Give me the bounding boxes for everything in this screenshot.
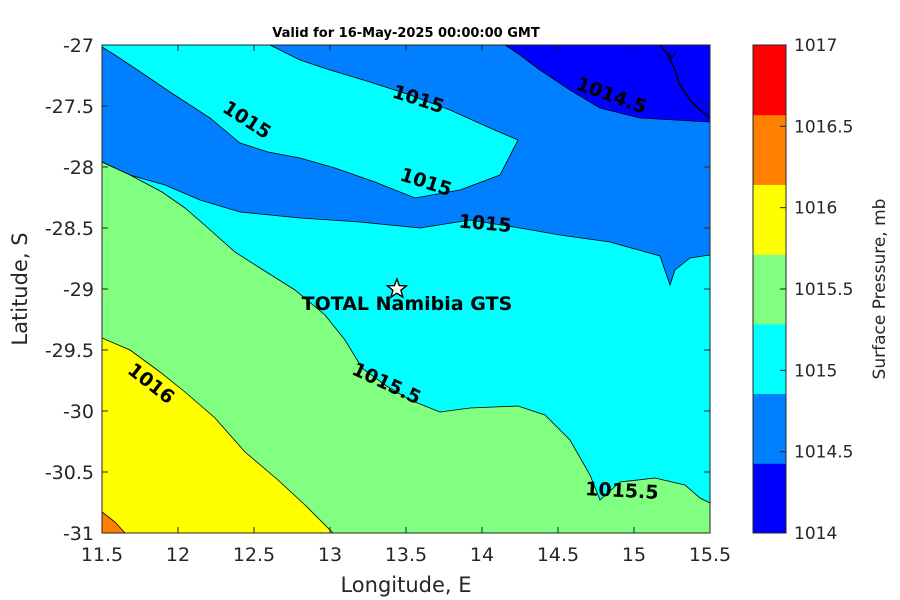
colorbar-tick-label: 1016 (794, 199, 837, 219)
contour-label: 1015.5 (585, 478, 659, 504)
coastline-islet (667, 51, 677, 59)
x-axis-label: Longitude, E (340, 573, 471, 597)
y-axis-label: Latitude, S (8, 232, 32, 345)
y-tick-label: -30 (63, 401, 94, 423)
x-tick-label: 12 (166, 544, 190, 566)
region-1016 (102, 337, 334, 533)
colorbar-band (753, 323, 786, 395)
region-1015-5 (102, 161, 710, 533)
colorbar-tick-label: 1017 (794, 36, 837, 56)
station-label: TOTAL Namibia GTS (302, 293, 513, 315)
y-tick-label: -29 (63, 279, 94, 301)
colorbar-band (753, 184, 786, 255)
colorbar-tick-label: 1014 (794, 524, 837, 544)
x-tick-label: 14.5 (537, 544, 579, 566)
y-tick-label: -31 (63, 523, 94, 545)
region-1016-5 (102, 511, 126, 533)
colorbar-ticks: 1014 1014.5 1015 1015.5 1016 1016.5 1017 (780, 36, 853, 544)
colorbar (753, 45, 786, 534)
colorbar-tick-label: 1015 (794, 361, 837, 381)
colorbar-band (753, 393, 786, 464)
coastline (659, 45, 710, 119)
x-tick-label: 11.5 (81, 544, 123, 566)
colorbar-band (753, 463, 786, 534)
colorbar-tick-label: 1014.5 (794, 443, 853, 463)
station-marker: TOTAL Namibia GTS (302, 276, 513, 315)
y-axis: -27 -27.5 -28 -28.5 -29 -29.5 -30 -30.5 -31 (45, 35, 710, 545)
y-tick-label: -27 (63, 35, 94, 57)
pressure-map (102, 45, 710, 533)
x-tick-label: 15 (622, 544, 646, 566)
region-1015-upper (102, 45, 519, 199)
colorbar-tick-label: 1016.5 (794, 117, 853, 137)
colorbar-tick-label: 1015.5 (794, 280, 853, 300)
colorbar-band (753, 114, 786, 185)
colorbar-label: Surface Pressure, mb (870, 199, 890, 380)
y-tick-label: -28 (63, 157, 94, 179)
x-tick-label: 14 (470, 544, 494, 566)
x-tick-label: 12.5 (233, 544, 275, 566)
y-tick-label: -27.5 (45, 96, 94, 118)
star-icon (385, 276, 409, 299)
x-tick-label: 13 (318, 544, 342, 566)
x-tick-label: 15.5 (689, 544, 731, 566)
x-axis: 11.5 12 12.5 13 13.5 14 14.5 15 15.5 (81, 45, 731, 566)
colorbar-band (753, 45, 786, 116)
y-tick-label: -28.5 (45, 218, 94, 240)
region-1014 (504, 45, 710, 123)
y-tick-label: -30.5 (45, 462, 94, 484)
figure-title: Valid for 16-May-2025 00:00:00 GMT (272, 26, 540, 41)
y-tick-label: -29.5 (45, 340, 94, 362)
x-tick-label: 13.5 (385, 544, 427, 566)
contour-label: 1015 (458, 211, 513, 238)
